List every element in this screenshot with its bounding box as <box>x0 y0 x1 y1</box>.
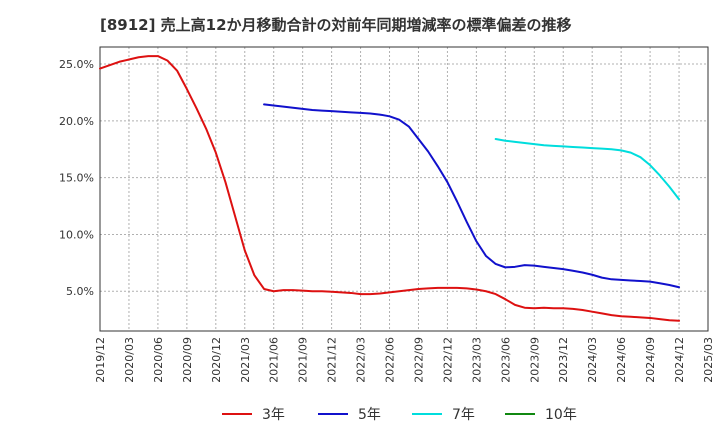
x-tick-label: 2023/12 <box>557 337 570 383</box>
legend-item-7y: 7年 <box>412 404 475 424</box>
y-tick-label: 20.0% <box>59 115 94 128</box>
x-tick-label: 2021/09 <box>297 337 310 383</box>
y-axis-tick-labels: 5.0% 10.0% 15.0% 20.0% 25.0% <box>59 58 94 298</box>
x-tick-label: 2022/06 <box>384 337 397 383</box>
legend-swatch-10y <box>505 413 535 415</box>
x-tick-label: 2022/09 <box>412 337 425 383</box>
x-tick-label: 2020/09 <box>181 337 194 383</box>
legend-label-3y: 3年 <box>262 407 285 423</box>
y-tick-label: 15.0% <box>59 172 94 185</box>
series-line-2 <box>494 138 681 201</box>
legend-item-5y: 5年 <box>318 404 381 424</box>
x-tick-label: 2024/12 <box>673 337 686 383</box>
x-tick-label: 2020/03 <box>123 337 136 383</box>
x-tick-label: 2020/12 <box>210 337 223 383</box>
x-tick-label: 2023/06 <box>499 337 512 383</box>
legend-label-10y: 10年 <box>545 407 577 423</box>
x-tick-label: 2023/09 <box>528 337 541 383</box>
x-tick-label: 2021/12 <box>326 337 339 383</box>
x-tick-label: 2019/12 <box>94 337 107 383</box>
x-tick-label: 2024/03 <box>586 337 599 383</box>
y-tick-label: 5.0% <box>66 285 94 298</box>
legend-swatch-3y <box>222 413 252 415</box>
plot-frame <box>99 46 709 332</box>
x-tick-label: 2024/06 <box>615 337 628 383</box>
x-tick-label: 2022/12 <box>441 337 454 383</box>
legend: 3年 5年 7年 10年 <box>0 404 720 426</box>
series-line-0 <box>99 55 681 322</box>
x-tick-label: 2025/03 <box>702 337 715 383</box>
x-tick-label: 2023/03 <box>470 337 483 383</box>
legend-item-10y: 10年 <box>505 404 577 424</box>
legend-label-5y: 5年 <box>358 407 381 423</box>
legend-swatch-7y <box>412 413 442 415</box>
x-tick-label: 2021/06 <box>268 337 281 383</box>
legend-item-3y: 3年 <box>222 404 285 424</box>
grid-lines <box>99 47 709 331</box>
x-axis-tick-labels: 2019/12 2020/03 2020/06 2020/09 2020/12 2021/… <box>94 337 715 383</box>
x-tick-label: 2024/09 <box>644 337 657 383</box>
x-tick-label: 2022/03 <box>355 337 368 383</box>
x-tick-label: 2020/06 <box>152 337 165 383</box>
chart-title: [8912] 売上高12か月移動合計の対前年同期増減率の標準偏差の推移 <box>100 16 572 34</box>
series-lines <box>99 55 681 322</box>
y-tick-label: 10.0% <box>59 228 94 241</box>
legend-label-7y: 7年 <box>452 407 475 423</box>
x-tick-label: 2021/03 <box>239 337 252 383</box>
y-tick-label: 25.0% <box>59 58 94 71</box>
legend-swatch-5y <box>318 413 348 415</box>
plot-area-border <box>99 46 709 332</box>
series-line-1 <box>263 103 681 289</box>
